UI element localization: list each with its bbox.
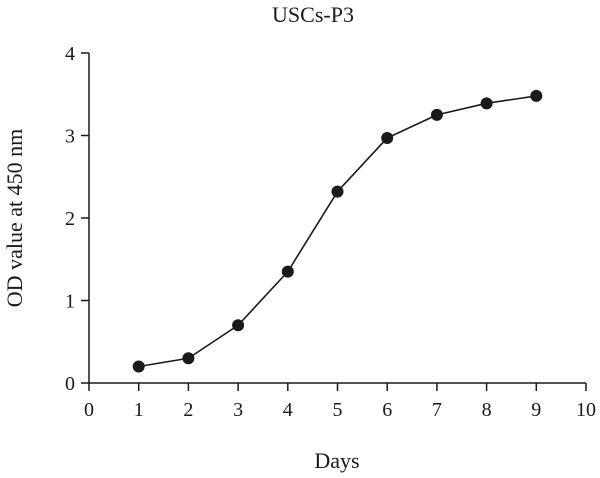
x-tick-label: 3 [233, 399, 243, 421]
x-tick-label: 8 [482, 399, 492, 421]
y-tick-label: 0 [65, 373, 75, 395]
y-axis-title: OD value at 450 nm [2, 129, 27, 307]
x-tick-label: 5 [333, 399, 343, 421]
x-tick-label: 1 [134, 399, 144, 421]
data-point [281, 265, 294, 278]
x-axis-title: Days [314, 448, 359, 473]
x-tick-label: 10 [576, 399, 596, 421]
data-point [480, 97, 493, 110]
x-tick-label: 9 [531, 399, 541, 421]
series-layer [132, 89, 543, 373]
y-tick-label: 2 [65, 208, 75, 230]
data-point [381, 131, 394, 144]
x-tick-label: 7 [432, 399, 442, 421]
x-tick-label: 6 [382, 399, 392, 421]
y-tick-label: 3 [65, 126, 75, 148]
x-axis-ticks: 0 1 2 3 4 5 6 7 8 9 10 [84, 383, 596, 421]
x-tick-label: 4 [283, 399, 293, 421]
x-tick-label: 2 [183, 399, 193, 421]
y-tick-label: 4 [65, 43, 75, 65]
x-tick-label: 0 [84, 399, 94, 421]
y-axis-ticks: 0 1 2 3 4 [65, 43, 89, 395]
data-point [331, 185, 344, 198]
data-point [430, 108, 443, 121]
y-tick-label: 1 [65, 291, 75, 313]
data-point [232, 319, 245, 332]
data-point [132, 360, 145, 373]
series-line [138, 95, 537, 368]
data-point [530, 89, 543, 102]
chart-title: USCs-P3 [272, 2, 354, 27]
data-point [182, 352, 195, 365]
